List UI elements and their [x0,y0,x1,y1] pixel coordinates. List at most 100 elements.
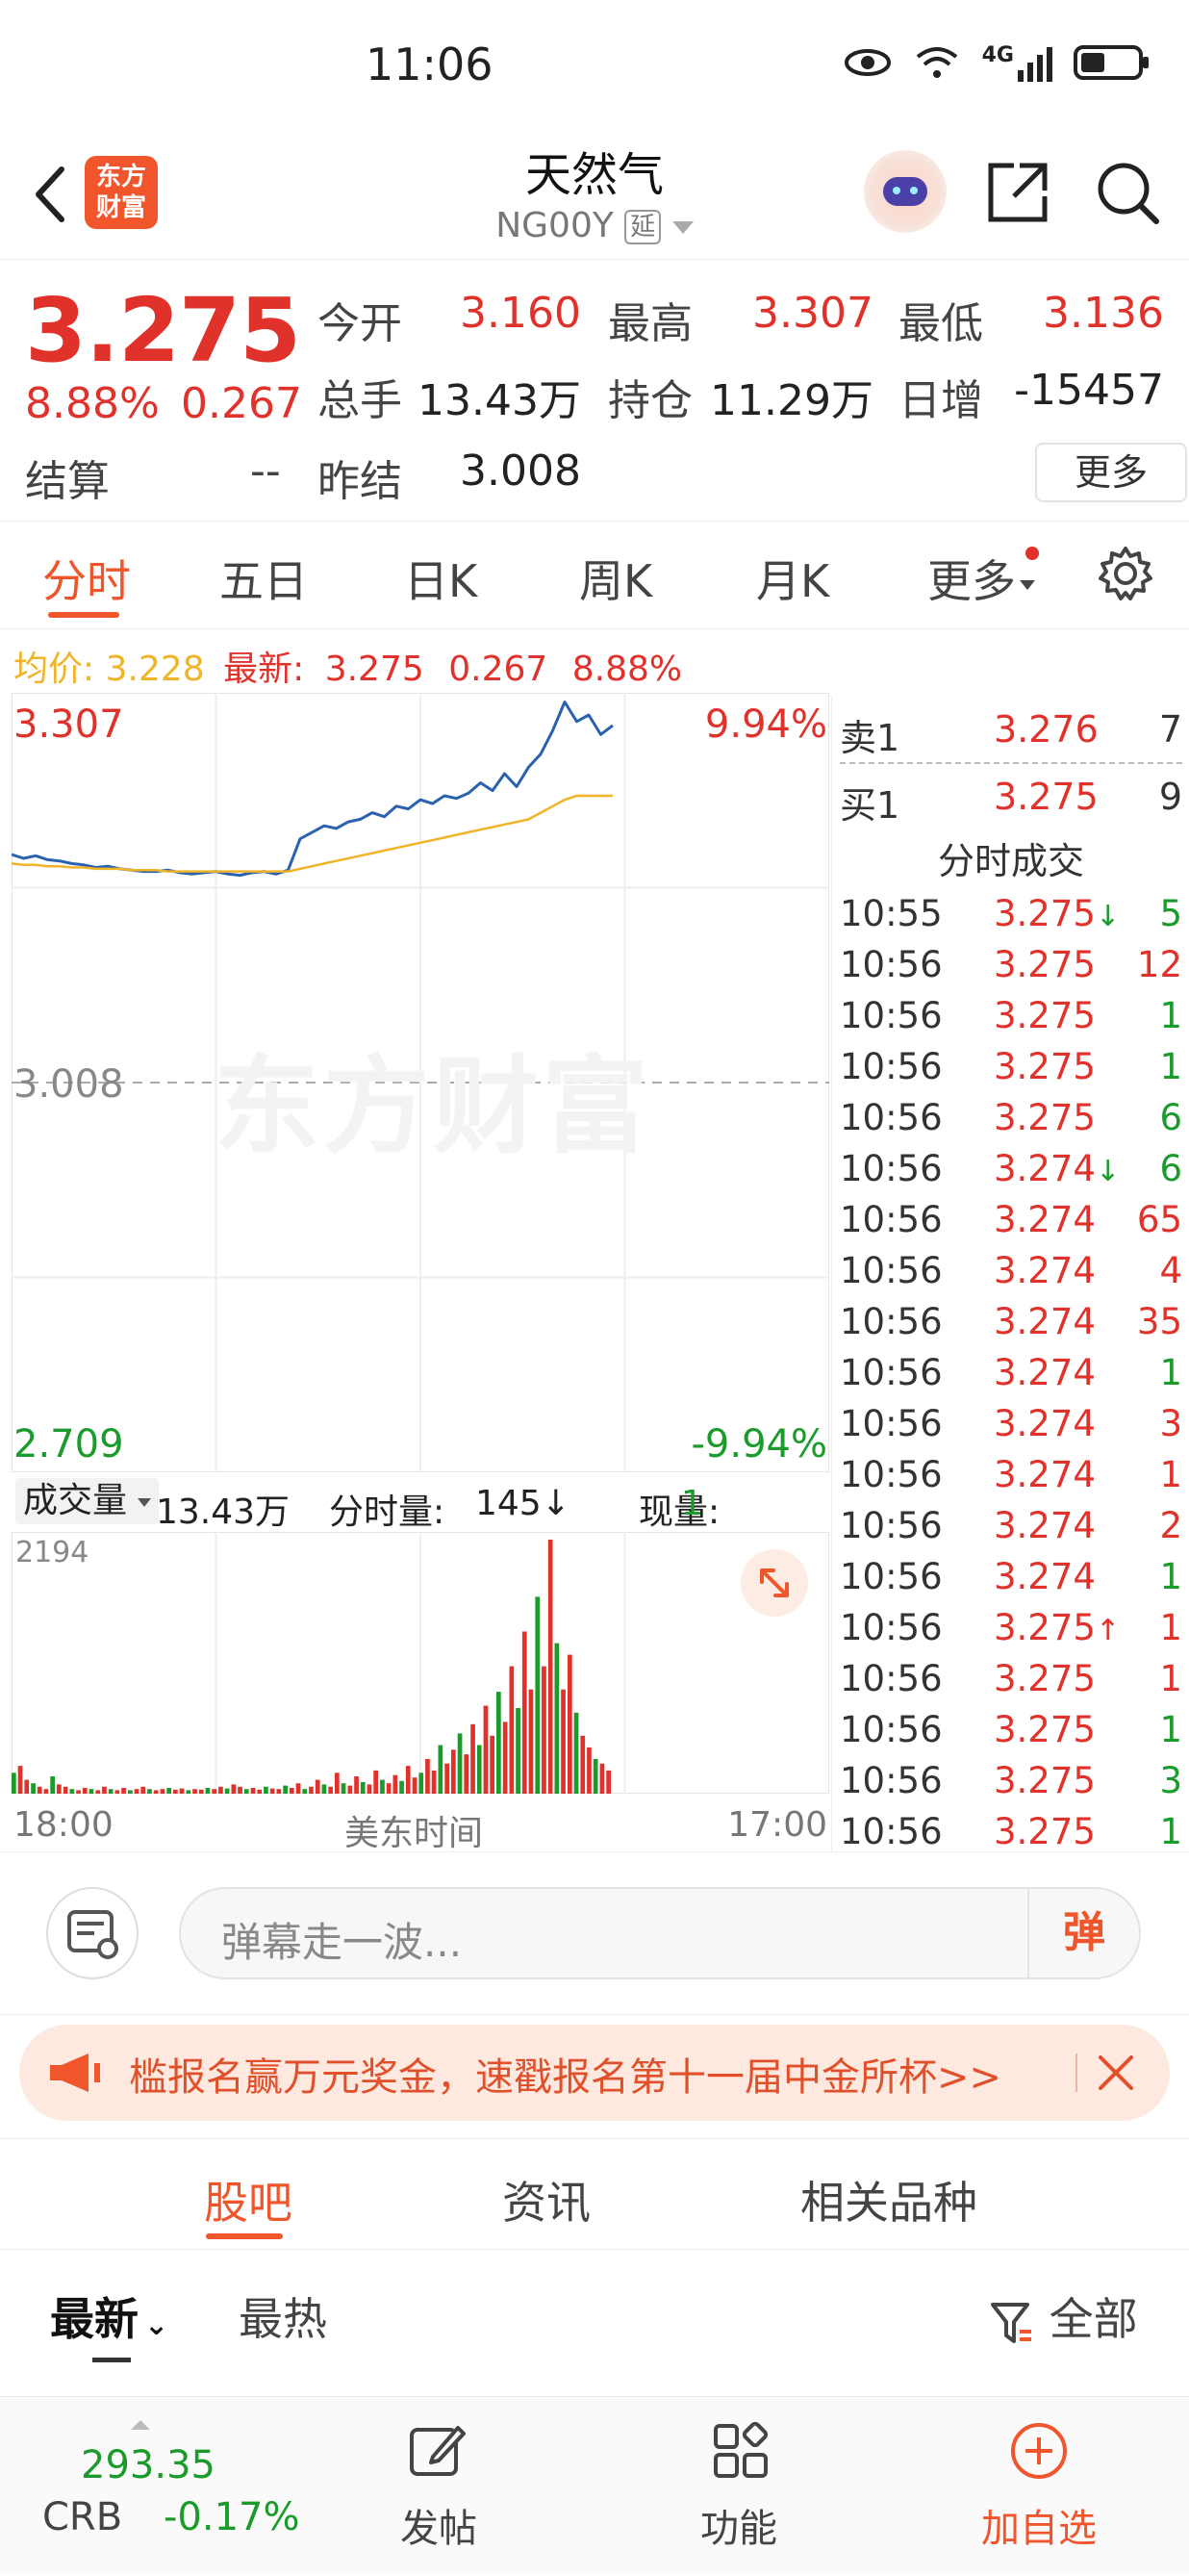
tick-price: 3.275 [994,893,1096,934]
axis-start: 18:00 [13,1805,114,1845]
tick-direction-icon: ↑ [1095,1614,1121,1647]
quote-panel: 3.275 8.88% 0.267 结算 -- 今开 3.160 最高 3.30… [0,262,1189,522]
tab-intraday[interactable]: 分时 [42,555,131,607]
volume-bar [63,1786,68,1794]
volume-label: 成交量 [23,1481,128,1520]
daily-increase-label: 日增 [898,376,983,425]
share-icon[interactable] [981,156,1054,229]
tab-active-indicator [48,612,119,618]
tick-time: 10:56 [840,1556,943,1597]
volume-bar [347,1785,353,1794]
tick-time: 10:56 [840,1250,943,1291]
tab-monthly-k[interactable]: 月K [756,555,830,607]
function-button[interactable]: 功能 [689,2397,795,2576]
danmaku-send-button[interactable]: 弹 [1027,1889,1139,1977]
volume-bar [166,1788,171,1794]
tick-row: 10:56 3.275 1 [840,1046,1186,1096]
tick-row: 10:56 3.274 35 [840,1301,1186,1351]
assistant-robot-icon[interactable] [864,150,947,233]
search-icon[interactable] [1091,156,1164,229]
tick-price: 3.274 [994,1454,1096,1495]
caret-up-icon [131,2420,150,2430]
chart-watermark: 东方财富 [214,1045,652,1168]
tick-time: 10:56 [840,1148,943,1189]
close-icon[interactable] [1091,2048,1141,2098]
expand-button[interactable] [741,1549,808,1617]
tick-time: 10:56 [840,1046,943,1087]
volume-bar [354,1776,359,1794]
tick-time: 10:56 [840,1352,943,1393]
tick-qty: 1 [1159,1811,1182,1852]
avg-value: 3.228 [105,650,205,689]
tick-qty: 6 [1159,1148,1182,1189]
tab-more-label: 更多 [927,555,1016,607]
tick-price: 3.275 [994,1046,1096,1087]
volume-bar [547,1540,553,1794]
crb-label: CRB [42,2495,123,2539]
tick-time: 10:56 [840,944,943,985]
volume-bar [243,1789,249,1794]
volume-bar [147,1789,152,1794]
tick-price: 3.275 [994,1811,1096,1852]
tick-price-cell: 3.274 [994,1199,1096,1240]
tick-row: 10:56 3.275 1 [840,995,1186,1045]
tick-time: 10:55 [840,893,943,934]
tab-forum[interactable]: 股吧 [204,2177,292,2229]
tab-five-day[interactable]: 五日 [219,555,308,607]
intraday-chart[interactable]: 东方财富 3.307 9.94% 3.008 2.709 -9.94% [12,693,829,1472]
subtab-active-indicator [206,2233,283,2239]
post-button[interactable]: 发帖 [385,2397,491,2576]
volume-header: 成交量 13.43万 分时量: 145↓ 现量: 1 [12,1472,829,1532]
filter-hot[interactable]: 最热 [239,2293,327,2345]
add-watchlist-button[interactable]: 加自选 [972,2397,1106,2576]
volume-bar [528,1689,534,1794]
high-value: 3.307 [752,289,873,338]
banner-divider [1075,2053,1077,2092]
tab-news[interactable]: 资讯 [502,2177,591,2229]
delay-tag: 延 [624,210,662,244]
tick-row: 10:56 3.275 12 [840,944,1186,994]
tick-price-cell: 3.275 [994,1709,1096,1750]
tick-time: 10:56 [840,995,943,1036]
latest-change: 0.267 [448,650,548,689]
volume-bar [360,1782,366,1794]
axis-end: 17:00 [727,1805,827,1845]
more-quote-button[interactable]: 更多 [1035,443,1187,502]
crb-index[interactable]: 293.35 CRB -0.17% [38,2416,300,2561]
volume-bar [89,1789,94,1794]
comment-bar: 弹幕走一波... 弹 [0,1851,1189,2015]
danmaku-input[interactable]: 弹幕走一波... 弹 [179,1887,1141,1979]
tick-price-cell: 3.275 [994,1811,1096,1852]
volume-selector[interactable]: 成交量 [15,1478,160,1524]
bid-qty: 9 [1158,776,1182,818]
tick-price-cell: 3.275 [994,1097,1096,1138]
filter-latest[interactable]: 最新 ⌄ [50,2284,168,2348]
tab-weekly-k[interactable]: 周K [579,555,653,607]
volume-bar [31,1783,36,1794]
tick-price-cell: 3.274 [994,1352,1096,1393]
danmaku-settings-button[interactable] [46,1887,139,1979]
volume-value: 13.43万 [417,376,581,425]
instrument-code[interactable]: NG00Y 延 [0,206,1189,245]
tick-price-cell: 3.275 [994,995,1096,1036]
promo-banner[interactable]: 槛报名赢万元奖金，速戳报名第十一届中金所杯>> [19,2025,1170,2121]
filter-all[interactable]: 全部 [989,2284,1138,2348]
app-logo[interactable]: 东方财富 [85,156,158,229]
latest-label: 最新: [223,650,305,689]
tick-price-cell: 3.275 [994,1658,1096,1699]
back-arrow-icon[interactable] [21,156,79,233]
filter-active-indicator [92,2358,131,2362]
tick-qty: 1 [1159,1658,1182,1699]
current-volume-label: 现量: [639,1492,721,1532]
tick-price: 3.274 [994,1352,1096,1393]
tab-more[interactable]: 更多 [927,547,1035,610]
gear-icon[interactable] [1097,545,1154,602]
chart-mid-price: 3.008 [13,1062,124,1107]
tab-daily-k[interactable]: 日K [404,555,478,607]
volume-bar [502,1722,508,1794]
volume-bar [341,1783,346,1794]
volume-bar [315,1779,320,1794]
bid-label: 买1 [840,784,900,827]
tab-related[interactable]: 相关品种 [800,2177,977,2229]
volume-bar [418,1773,424,1794]
